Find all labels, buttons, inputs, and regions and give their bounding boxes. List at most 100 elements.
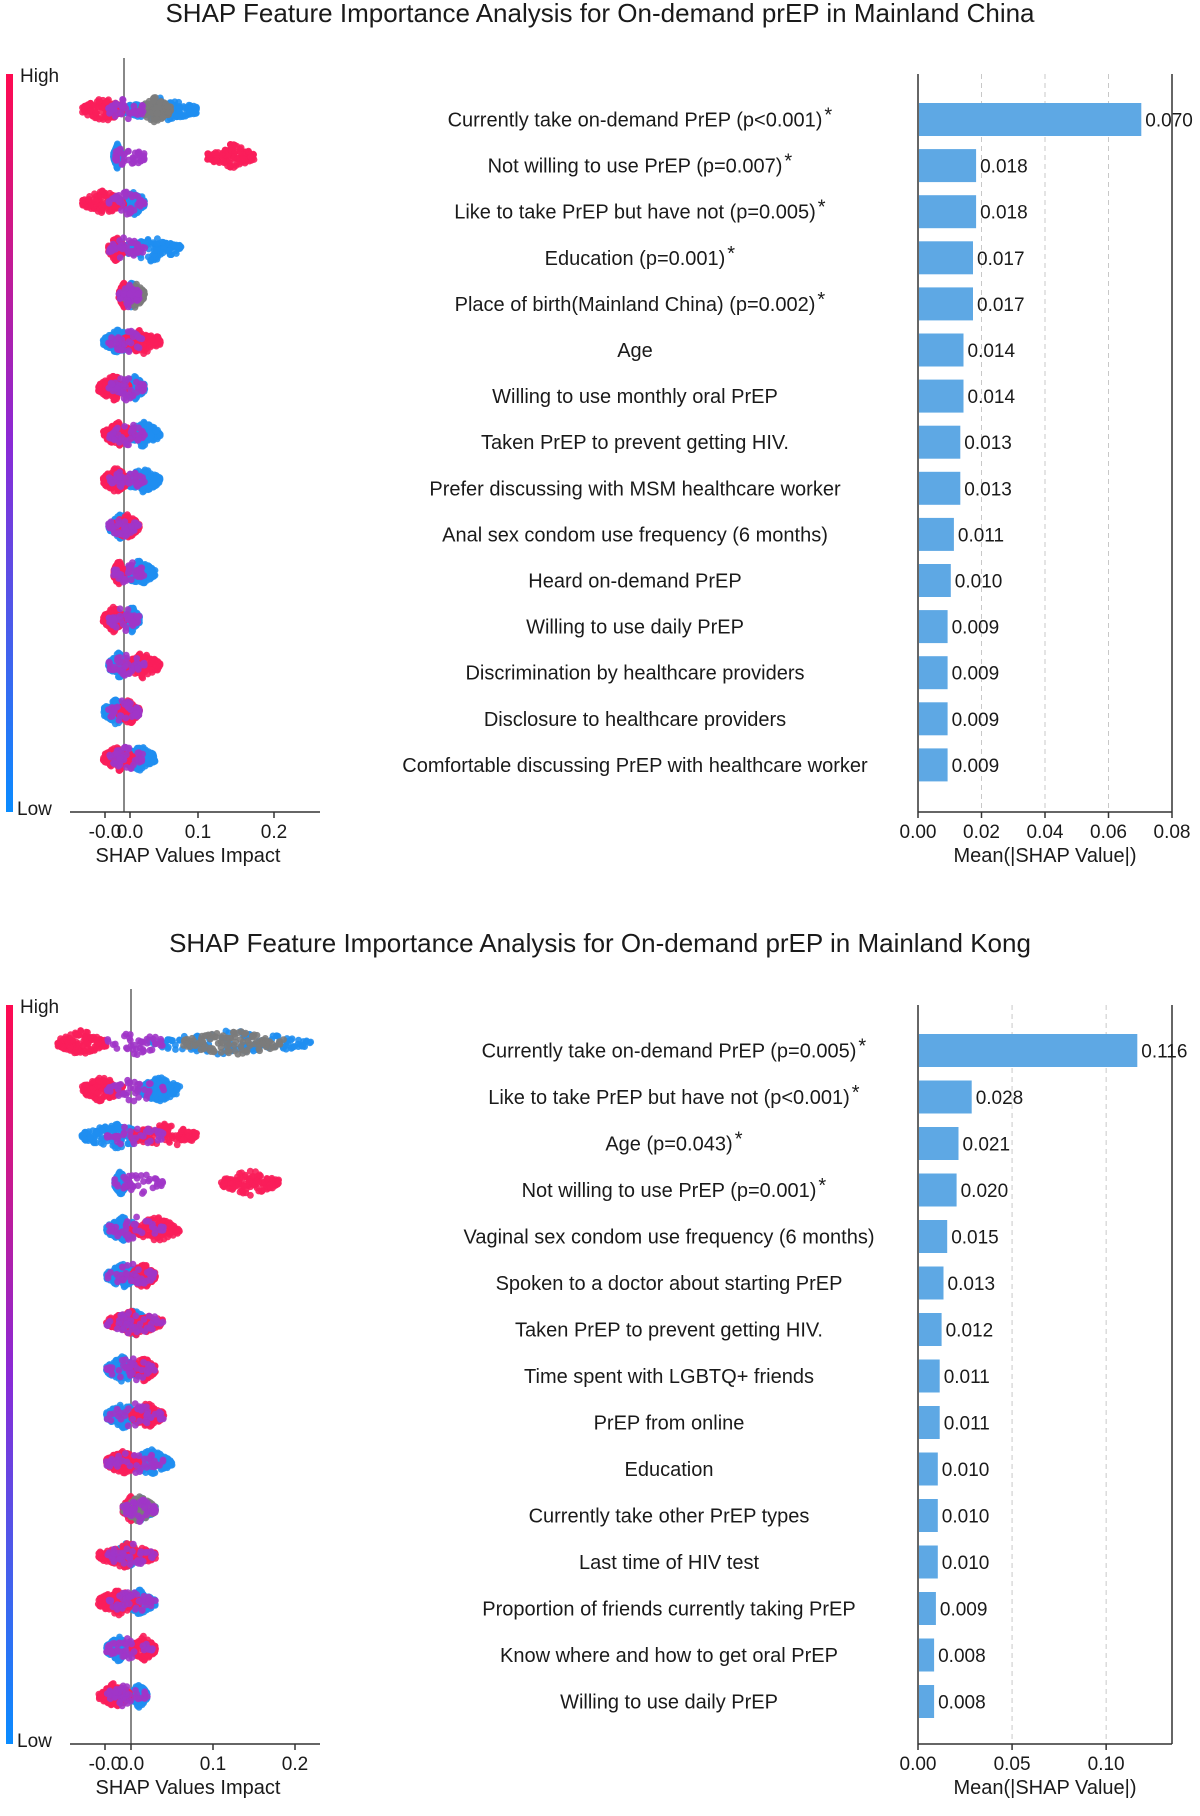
feature-label: Place of birth(Mainland China) (p=0.002) [455,294,816,316]
purple-dot [109,381,116,388]
purple-dot [121,701,128,708]
bar [919,287,973,320]
bar [919,656,948,689]
purple-dot [115,147,122,154]
red-dot [85,101,92,108]
blue-dot [140,443,147,450]
panel-mainland-kong: SHAP Feature Importance Analysis for On-… [6,928,1187,1799]
blue-dot [270,1033,277,1040]
red-dot [140,350,147,357]
purple-dot [127,479,134,486]
summary-tick-label: 0.1 [185,822,211,843]
purple-dot [116,474,123,481]
summary-tick-label: 0.2 [261,822,287,843]
purple-dot [117,605,124,612]
beeswarm-row-11 [110,558,158,588]
purple-dot [134,750,141,757]
colorbar [6,1005,13,1744]
purple-dot [128,328,135,335]
purple-dot [112,100,119,107]
bar-tick-label: 0.02 [963,822,1000,843]
purple-dot [119,245,126,252]
bar [919,380,964,413]
bar-value-label: 0.011 [958,525,1004,546]
beeswarm-row-5 [115,280,148,311]
bar-value-label: 0.070 [1145,111,1193,132]
purple-dot [134,437,141,444]
blue-dot [148,750,155,757]
purple-dot [128,668,135,675]
red-dot [213,157,220,164]
feature-label: Taken PrEP to prevent getting HIV. [481,432,789,454]
purple-dot [123,715,130,722]
purple-dot [133,241,140,248]
bar [919,564,951,597]
purple-dot [129,193,136,200]
purple-dot [118,103,125,110]
significance-star: * [818,197,826,219]
blue-dot [151,480,158,487]
blue-dot [160,250,167,257]
blue-dot [147,424,154,431]
bar-value-label: 0.018 [980,157,1028,178]
summary-tick-label: 0.0 [117,822,143,843]
beeswarm-row-3 [79,188,148,219]
purple-dot [122,663,129,670]
bar-tick-label: 0.06 [1090,822,1127,843]
purple-dot [126,348,133,355]
red-dot [238,144,245,151]
purple-dot [133,711,140,718]
purple-dot [125,338,132,345]
blue-dot [287,1037,294,1044]
blue-dot [166,247,173,254]
red-dot [247,154,254,161]
blue-dot [307,1039,314,1046]
red-dot [104,392,111,399]
purple-dot [139,388,146,395]
purple-dot [115,521,122,528]
bar-value-label: 0.013 [964,433,1012,454]
purple-dot [128,523,135,530]
bar-value-label: 0.013 [964,479,1012,500]
beeswarm-row-1 [79,94,200,125]
purple-dot [122,627,129,634]
purple-dot [120,290,127,297]
blue-dot [151,247,158,254]
purple-dot [120,381,127,388]
bar [919,195,976,228]
red-dot [152,339,159,346]
bar-value-label: 0.010 [955,572,1003,593]
red-dot [231,142,238,149]
purple-dot [125,157,132,164]
purple-dot [125,442,132,449]
red-dot [103,759,110,766]
purple-dot [105,523,112,530]
purple-dot [109,712,116,719]
blue-dot [164,1036,171,1043]
bar [919,518,954,551]
purple-dot [127,612,134,619]
red-dot [227,163,234,170]
red-dot [111,397,118,404]
purple-dot [120,234,127,241]
red-dot [79,197,86,204]
purple-dot [111,195,118,202]
beeswarm-row-9 [100,465,164,495]
significance-star: * [784,151,792,173]
bar [919,472,960,505]
beeswarm-dots [54,1027,314,1711]
bar-value-label: 0.009 [952,756,1000,777]
purple-dot [111,107,118,114]
purple-dot [139,474,146,481]
purple-dot [107,246,114,253]
bar-value-label: 0.017 [977,295,1025,316]
blue-dot [190,111,197,118]
blue-dot [148,566,155,573]
bar-tick-label: 0.04 [1027,822,1064,843]
grey-dot [151,94,158,101]
red-dot [93,109,100,116]
red-dot [105,206,112,213]
feature-label: Currently take on-demand PrEP (p<0.001) [448,110,823,132]
